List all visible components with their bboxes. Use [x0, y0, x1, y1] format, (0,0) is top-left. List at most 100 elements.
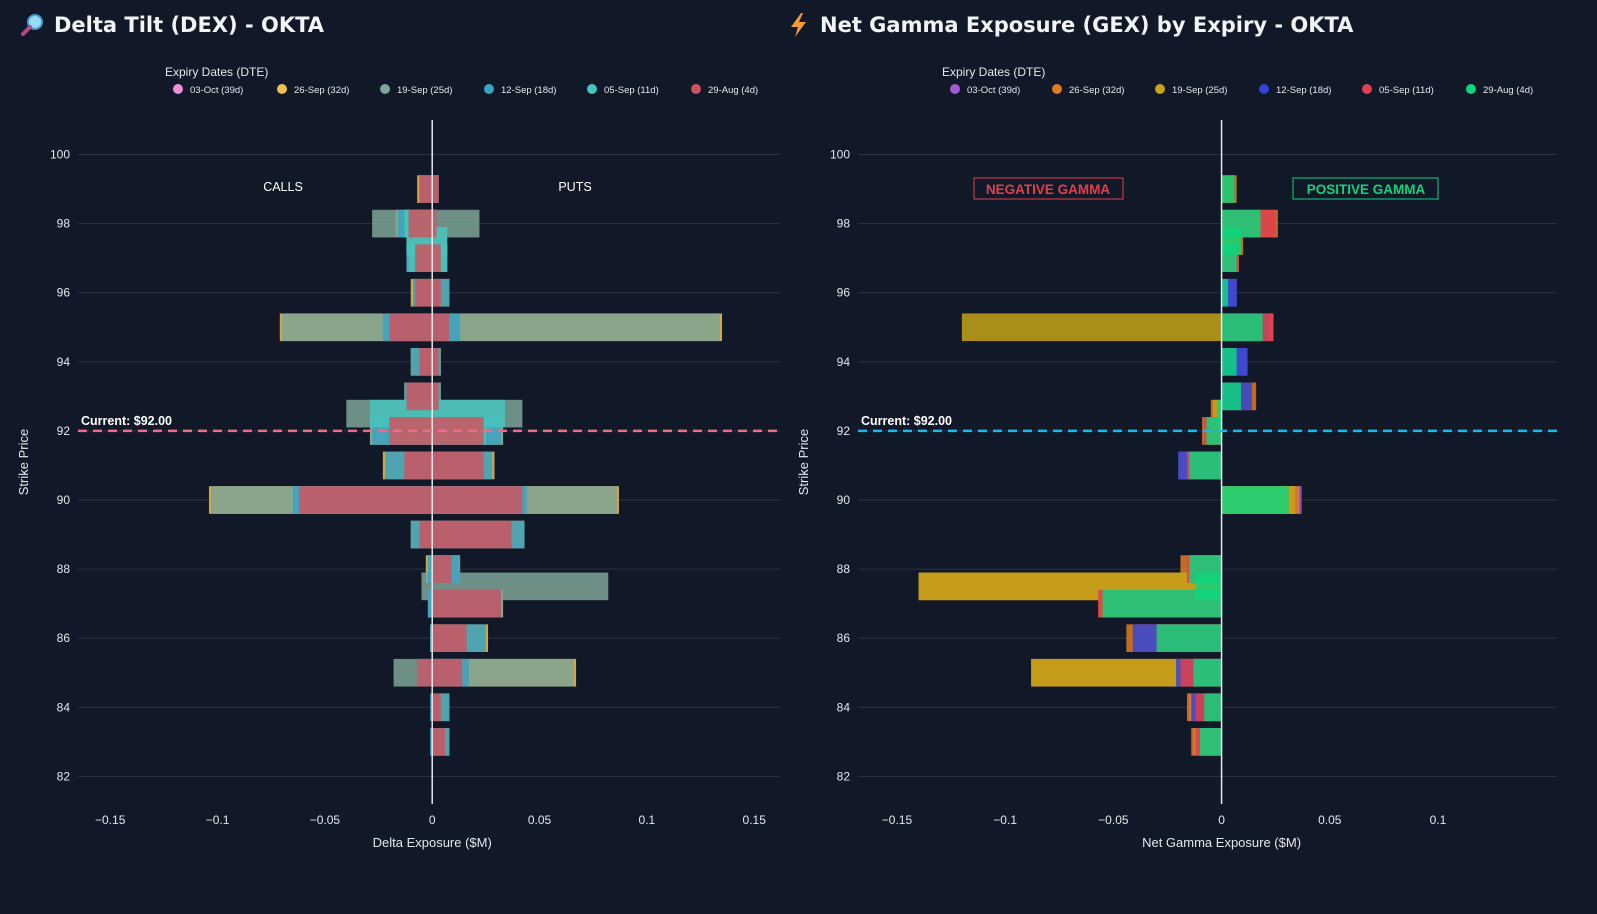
- y-tick-label: 98: [57, 217, 71, 231]
- y-axis-title: Strike Price: [796, 429, 811, 495]
- y-tick-label: 100: [830, 148, 850, 162]
- magnifier-icon: [21, 14, 43, 36]
- bar: [1199, 728, 1222, 756]
- bar: [432, 313, 450, 342]
- gex-chart: Expiry Dates (DTE) 03-Oct (39d) 26-Sep (32…: [796, 65, 1557, 850]
- y-tick-label: 82: [837, 769, 851, 783]
- y-tick-label: 92: [57, 424, 71, 438]
- x-tick-label: 0: [429, 813, 436, 827]
- legend-label[interactable]: 29-Aug (4d): [1483, 85, 1533, 96]
- legend-marker[interactable]: [277, 84, 287, 94]
- legend-label[interactable]: 12-Sep (18d): [1276, 85, 1331, 96]
- calls-label: CALLS: [263, 180, 303, 194]
- legend-marker[interactable]: [484, 84, 494, 94]
- y-tick-label: 88: [837, 562, 851, 576]
- bar: [432, 624, 467, 652]
- bar: [432, 451, 484, 480]
- legend-marker[interactable]: [587, 84, 597, 94]
- y-tick-label: 86: [57, 631, 71, 645]
- bar: [299, 486, 433, 514]
- legend-marker[interactable]: [173, 84, 183, 94]
- dex-title-text: Delta Tilt (DEX) - OKTA: [54, 13, 325, 37]
- y-tick-label: 86: [837, 631, 851, 645]
- bar: [1193, 658, 1222, 687]
- negative-gamma-label: NEGATIVE GAMMA: [986, 182, 1110, 197]
- bar: [432, 209, 437, 238]
- legend-label[interactable]: 05-Sep (11d): [1379, 85, 1434, 96]
- bar: [406, 382, 433, 411]
- bar: [432, 486, 523, 514]
- y-tick-label: 84: [57, 700, 71, 714]
- x-tick-label: −0.15: [95, 813, 126, 827]
- bar: [415, 278, 433, 307]
- bar: [1221, 382, 1242, 411]
- bar: [1189, 451, 1222, 480]
- legend-marker[interactable]: [380, 84, 390, 94]
- legend-label[interactable]: 26-Sep (32d): [1069, 85, 1124, 96]
- lightning-icon: [791, 13, 806, 37]
- bar: [432, 382, 439, 411]
- y-tick-label: 82: [57, 769, 71, 783]
- bar: [1102, 589, 1222, 618]
- x-axis-title: Net Gamma Exposure ($M): [1142, 835, 1301, 850]
- y-tick-label: 84: [837, 700, 851, 714]
- legend-marker[interactable]: [1259, 84, 1269, 94]
- legend-marker[interactable]: [1466, 84, 1476, 94]
- legend-title: Expiry Dates (DTE): [942, 65, 1045, 79]
- bar: [432, 658, 463, 687]
- bar: [404, 451, 433, 480]
- legend-title: Expiry Dates (DTE): [165, 65, 268, 79]
- legend-marker[interactable]: [1052, 84, 1062, 94]
- bar: [1221, 348, 1237, 376]
- y-tick-label: 98: [837, 217, 851, 231]
- x-tick-label: 0.05: [1318, 813, 1342, 827]
- bar: [1217, 399, 1222, 428]
- legend-label[interactable]: 03-Oct (39d): [967, 85, 1020, 96]
- bar: [1221, 278, 1229, 307]
- bar: [430, 728, 433, 756]
- bar: [430, 693, 433, 722]
- bar: [432, 278, 441, 307]
- bar: [389, 313, 433, 342]
- y-tick-label: 96: [837, 286, 851, 300]
- y-tick-label: 94: [57, 355, 71, 369]
- current-price-label: Current: $92.00: [81, 414, 172, 428]
- bar: [432, 313, 720, 342]
- positive-gamma-label: POSITIVE GAMMA: [1307, 182, 1426, 197]
- legend-marker[interactable]: [691, 84, 701, 94]
- legend-label[interactable]: 19-Sep (25d): [397, 85, 452, 96]
- legend-label[interactable]: 26-Sep (32d): [294, 85, 349, 96]
- legend-marker[interactable]: [1155, 84, 1165, 94]
- y-tick-label: 96: [57, 286, 71, 300]
- x-tick-label: 0.15: [743, 813, 767, 827]
- legend-label[interactable]: 12-Sep (18d): [501, 85, 556, 96]
- legend-label[interactable]: 05-Sep (11d): [604, 85, 659, 96]
- x-axis-title: Delta Exposure ($M): [373, 835, 492, 850]
- bar: [1212, 399, 1222, 428]
- x-tick-label: −0.05: [1098, 813, 1129, 827]
- bar: [415, 244, 433, 272]
- dex-title: Delta Tilt (DEX) - OKTA: [20, 12, 324, 38]
- bar: [432, 728, 446, 756]
- bar: [1221, 313, 1263, 342]
- x-tick-label: 0.1: [639, 813, 656, 827]
- bar: [1221, 486, 1289, 514]
- x-tick-label: −0.1: [206, 813, 230, 827]
- bar: [1206, 417, 1222, 445]
- bar: [432, 348, 439, 376]
- bar: [419, 520, 433, 549]
- legend-marker[interactable]: [950, 84, 960, 94]
- bar: [408, 209, 433, 238]
- bar: [427, 555, 433, 583]
- bar: [419, 348, 433, 376]
- legend-label[interactable]: 29-Aug (4d): [708, 85, 758, 96]
- bar: [427, 589, 433, 618]
- positive-gamma-box: [1292, 177, 1439, 200]
- legend-label[interactable]: 03-Oct (39d): [190, 85, 243, 96]
- bar: [1221, 175, 1235, 203]
- legend-marker[interactable]: [1362, 84, 1372, 94]
- bar: [432, 520, 512, 549]
- legend-label[interactable]: 19-Sep (25d): [1172, 85, 1227, 96]
- bar: [1204, 693, 1222, 722]
